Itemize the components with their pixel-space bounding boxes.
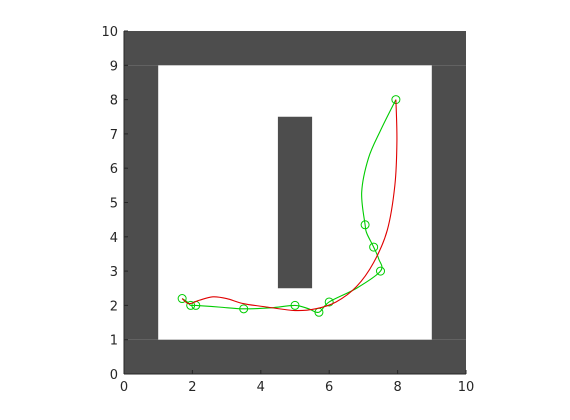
x-tick-label-3: 6 (325, 380, 333, 395)
series-layer (177, 95, 401, 317)
y-tick-label-4: 4 (110, 231, 118, 246)
obstacle-4 (277, 116, 313, 289)
series-0-point-1 (186, 300, 196, 310)
obstacle-2 (124, 65, 159, 340)
x-tick-label-5: 10 (458, 380, 475, 395)
series-0-point-3 (239, 304, 249, 314)
y-tick-label-5: 5 (110, 197, 118, 212)
obstacles-layer (124, 31, 466, 374)
y-tick-label-3: 3 (110, 265, 118, 280)
y-tick-label-2: 2 (110, 299, 118, 314)
y-tick-label-10: 10 (101, 25, 118, 40)
series-0-point-6 (324, 297, 334, 307)
y-tick-label-8: 8 (110, 94, 118, 109)
series-1-line (181, 99, 398, 312)
obstacle-1 (124, 31, 466, 66)
x-tick-label-1: 2 (188, 380, 196, 395)
y-tick-label-1: 1 (110, 334, 118, 349)
series-0-point-7 (376, 266, 385, 276)
obstacle-3 (431, 65, 466, 340)
x-tick-label-2: 4 (257, 380, 265, 395)
series-0-point-4 (290, 300, 300, 310)
y-tick-label-0: 0 (110, 368, 118, 383)
x-tick-label-4: 8 (393, 380, 401, 395)
y-tick-label-7: 7 (110, 128, 118, 143)
obstacle-0 (124, 339, 466, 374)
axes-layer: 0 2 4 6 8 10 0 1 2 3 4 5 6 7 8 9 10 (101, 25, 474, 395)
series-0-point-8 (369, 242, 379, 252)
series-0-line (181, 99, 397, 314)
series-0-point-0 (177, 294, 187, 304)
y-tick-label-9: 9 (110, 59, 118, 74)
x-tick-label-0: 0 (120, 380, 128, 395)
series-0-point-9 (360, 220, 370, 230)
y-tick-label-6: 6 (110, 162, 118, 177)
